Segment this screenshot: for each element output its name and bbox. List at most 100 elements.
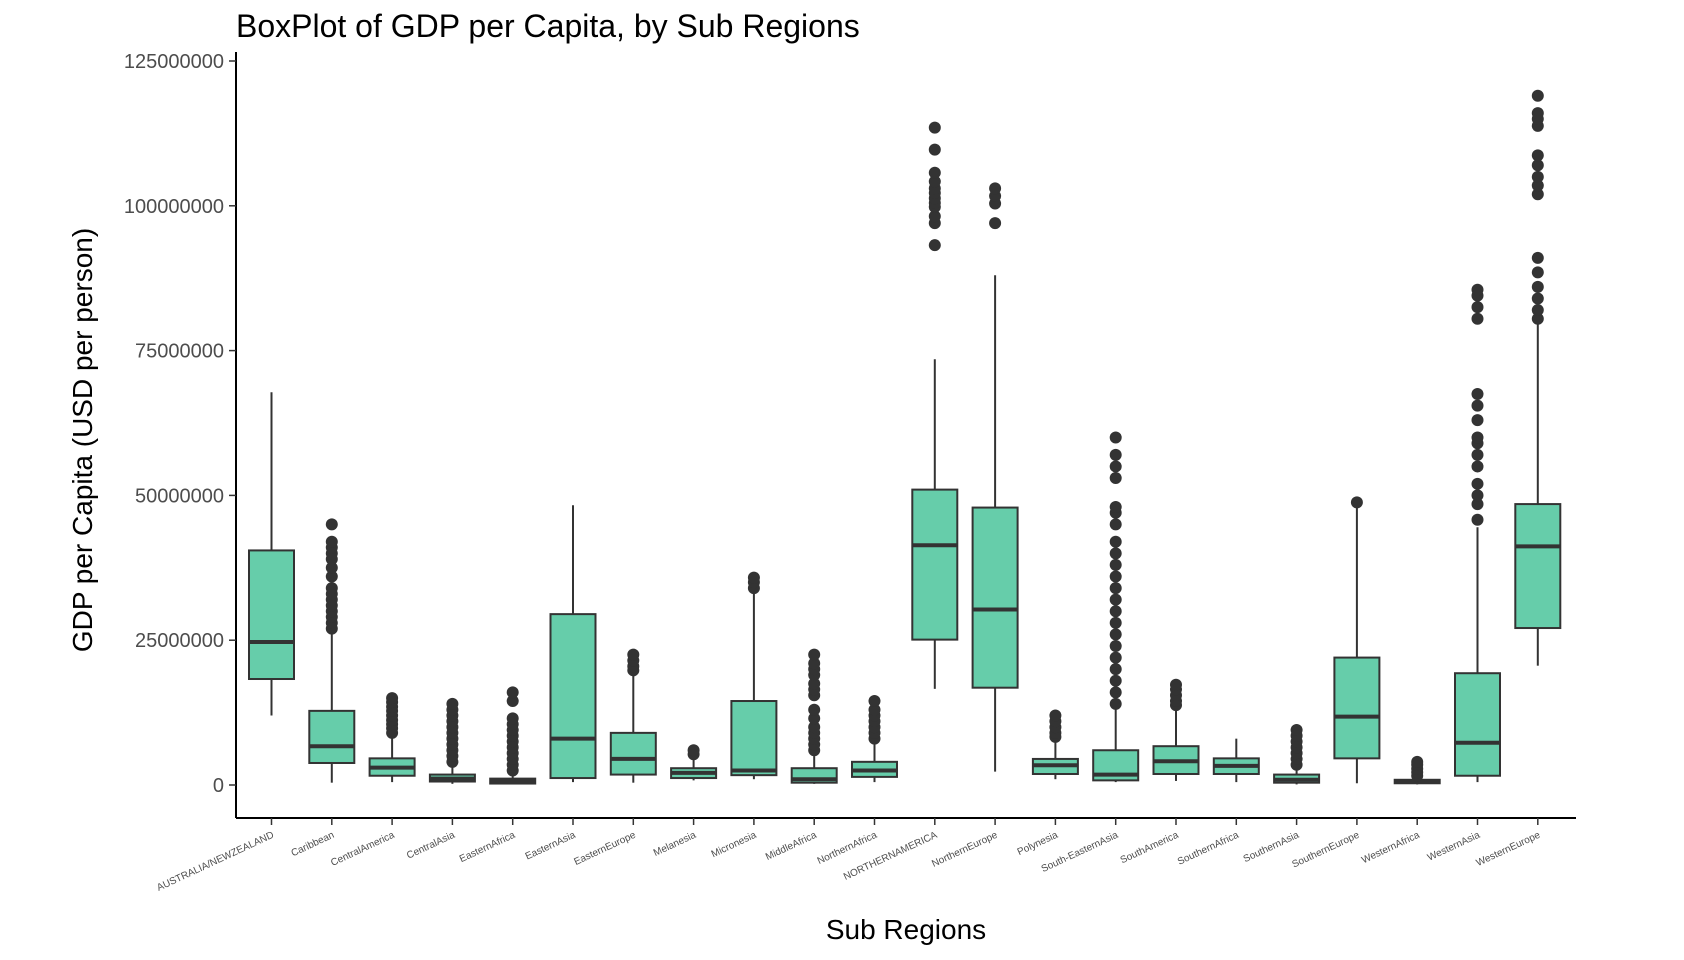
y-tick-label: 50000000 xyxy=(135,485,224,507)
x-tick-label: SouthernEurope xyxy=(1291,830,1362,871)
outlier-point xyxy=(1109,500,1122,513)
box-centralamerica xyxy=(368,692,416,783)
box-westernafrica xyxy=(1393,755,1441,785)
outlier-point xyxy=(1109,639,1122,652)
box-polynesia xyxy=(1031,709,1079,780)
x-tick-label: SouthernAfrica xyxy=(1176,830,1241,868)
outlier-point xyxy=(1109,570,1122,583)
outlier-point xyxy=(928,239,941,252)
outlier-point xyxy=(1531,89,1544,102)
outlier-point xyxy=(808,703,821,716)
box-iqr xyxy=(609,731,657,776)
boxes-layer xyxy=(248,89,1562,785)
y-tick-label: 100000000 xyxy=(124,196,224,218)
outlier-point xyxy=(1471,498,1484,511)
outlier-point xyxy=(747,571,760,584)
outlier-point xyxy=(1109,697,1122,710)
x-axis-title: Sub Regions xyxy=(826,914,986,945)
outlier-point xyxy=(1531,149,1544,162)
outlier-point xyxy=(325,570,338,583)
box-micronesia xyxy=(730,571,778,780)
outlier-point xyxy=(687,744,700,757)
outlier-point xyxy=(386,692,399,705)
x-tick-label: WesternEurope xyxy=(1475,830,1543,869)
outlier-point xyxy=(1531,312,1544,325)
box-southernafrica xyxy=(1212,738,1260,783)
box-northernafrica xyxy=(851,695,898,783)
box-caribbean xyxy=(308,518,356,783)
outlier-point xyxy=(1471,301,1484,314)
outlier-point xyxy=(1170,678,1182,691)
y-tick-label: 0 xyxy=(213,775,224,797)
outlier-point xyxy=(506,686,519,699)
y-tick-label: 75000000 xyxy=(135,341,224,363)
outlier-point xyxy=(1109,674,1122,687)
outlier-point xyxy=(1049,709,1062,722)
box-iqr xyxy=(911,488,959,641)
outlier-point xyxy=(1350,496,1363,509)
outlier-point xyxy=(1471,460,1484,473)
outlier-point xyxy=(808,648,821,661)
box-middleafrica xyxy=(790,648,838,784)
x-tick-label: MiddleAfrica xyxy=(764,830,819,863)
x-tick-label: EasternEurope xyxy=(572,830,638,868)
box-melanesia xyxy=(670,744,718,781)
outlier-point xyxy=(808,712,821,725)
outlier-point xyxy=(506,712,519,725)
outlier-point xyxy=(1109,605,1122,618)
x-tick-label: Polynesia xyxy=(1016,830,1060,858)
outlier-point xyxy=(1531,170,1544,183)
box-centralasia xyxy=(428,697,476,784)
box-iqr xyxy=(730,700,778,777)
outlier-point xyxy=(1109,663,1122,676)
chart-title: BoxPlot of GDP per Capita, by Sub Region… xyxy=(236,8,860,44)
outlier-point xyxy=(928,143,941,156)
outlier-point xyxy=(808,677,821,690)
y-axis-title: GDP per Capita (USD per person) xyxy=(67,228,98,652)
y-axis: 0 25000000 50000000 75000000 100000000 125000… xyxy=(124,51,237,818)
outlier-point xyxy=(1109,518,1122,531)
x-tick-label: CentralAmerica xyxy=(329,830,397,869)
outlier-point xyxy=(1109,593,1122,606)
outlier-point xyxy=(808,721,821,734)
box-easterneurope xyxy=(609,648,657,783)
box-australia-newzealand xyxy=(248,392,295,716)
outlier-point xyxy=(1531,107,1544,120)
outlier-point xyxy=(1109,628,1122,641)
outlier-point xyxy=(1531,179,1544,192)
outlier-point xyxy=(1471,477,1484,490)
box-iqr xyxy=(971,506,1019,689)
outlier-point xyxy=(1531,280,1544,293)
outlier-point xyxy=(868,695,881,708)
box-southamerica xyxy=(1152,678,1200,781)
outlier-point xyxy=(1109,616,1122,629)
x-tick-label: EasternAsia xyxy=(524,830,578,863)
outlier-point xyxy=(325,535,338,548)
x-tick-label: WesternAfrica xyxy=(1360,830,1422,867)
box-iqr xyxy=(1514,503,1562,630)
outlier-point xyxy=(1531,159,1544,172)
outlier-point xyxy=(627,648,640,661)
outlier-point xyxy=(989,217,1002,230)
x-tick-label: Micronesia xyxy=(710,830,759,861)
outlier-point xyxy=(325,561,338,574)
outlier-point xyxy=(1531,251,1544,264)
box-iqr xyxy=(248,549,295,681)
outlier-point xyxy=(1109,448,1122,461)
x-tick-label: NorthernEurope xyxy=(930,830,1000,870)
outlier-point xyxy=(1109,558,1122,571)
outlier-point xyxy=(1290,723,1303,736)
outlier-point xyxy=(446,697,459,710)
outlier-point xyxy=(1109,472,1122,485)
outlier-point xyxy=(1471,431,1484,444)
box-southernasia xyxy=(1273,723,1321,785)
outlier-point xyxy=(1109,460,1122,473)
box-iqr xyxy=(549,613,597,780)
box-south-easternasia xyxy=(1092,431,1140,783)
outlier-point xyxy=(1109,582,1122,595)
y-tick-label: 125000000 xyxy=(124,51,224,73)
x-tick-label: Caribbean xyxy=(290,830,336,859)
y-tick-label: 25000000 xyxy=(135,630,224,652)
box-westerneurope xyxy=(1514,89,1562,666)
